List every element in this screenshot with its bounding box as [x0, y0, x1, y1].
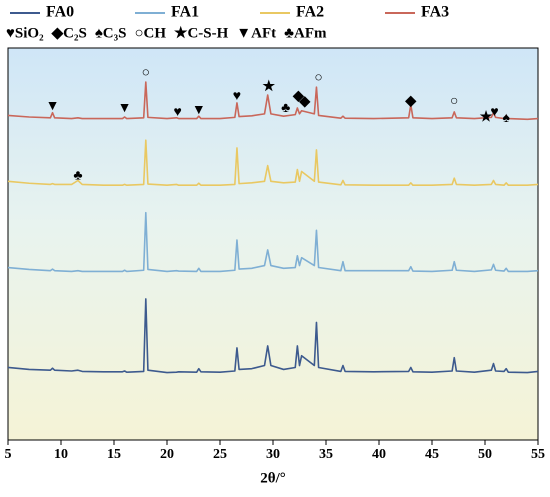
legend-label: FA1: [171, 4, 199, 21]
phase-legend-label: ★C-S-H: [174, 25, 229, 41]
x-tick-label: 25: [213, 447, 227, 462]
series-line: [7, 139, 539, 186]
annotation: ♣: [281, 101, 290, 116]
annotation: ○: [314, 70, 322, 85]
phase-legend-label: ♠C₃S: [95, 25, 127, 41]
series-line: [7, 81, 539, 121]
annotation: ▼: [118, 101, 132, 116]
phase-legend-label: ▼AFt: [236, 25, 276, 41]
x-tick-label: 30: [266, 447, 280, 462]
x-axis-label: 2θ/°: [260, 470, 286, 486]
x-tick-label: 35: [319, 447, 333, 462]
x-tick-label: 15: [107, 447, 121, 462]
series-line: [7, 298, 539, 374]
annotation: ○: [142, 65, 150, 80]
annotation: ♣: [73, 168, 82, 183]
x-tick-label: 50: [478, 447, 492, 462]
annotation: ★: [262, 78, 275, 94]
x-tick-label: 10: [54, 447, 68, 462]
annotation: ♥: [233, 89, 241, 104]
series-line: [7, 211, 539, 273]
annotation: ▼: [46, 99, 60, 114]
phase-legend-label: ○CH: [134, 25, 166, 41]
annotation: ♥: [490, 105, 498, 120]
annotation: ◆: [292, 89, 305, 104]
x-tick-label: 5: [5, 447, 12, 462]
annotation: ★: [480, 109, 493, 125]
x-tick-label: 40: [372, 447, 386, 462]
annotation: ♥: [173, 105, 181, 120]
annotation: ◆: [298, 94, 311, 109]
x-tick-label: 20: [160, 447, 174, 462]
plot-area: [7, 47, 539, 441]
legend-label: FA3: [421, 4, 449, 21]
annotation: ◆: [404, 94, 417, 109]
annotation: ♠: [502, 111, 510, 126]
phase-legend-label: ◆C₂S: [51, 25, 87, 41]
annotation: ○: [450, 94, 458, 109]
legend-label: FA0: [46, 4, 74, 21]
annotation: ▼: [192, 103, 206, 118]
legend-label: FA2: [296, 4, 324, 21]
phase-legend-label: ♣AFm: [284, 25, 327, 41]
x-tick-label: 55: [531, 447, 545, 462]
x-tick-label: 45: [425, 447, 439, 462]
phase-legend-label: ♥SiO₂: [6, 25, 44, 41]
